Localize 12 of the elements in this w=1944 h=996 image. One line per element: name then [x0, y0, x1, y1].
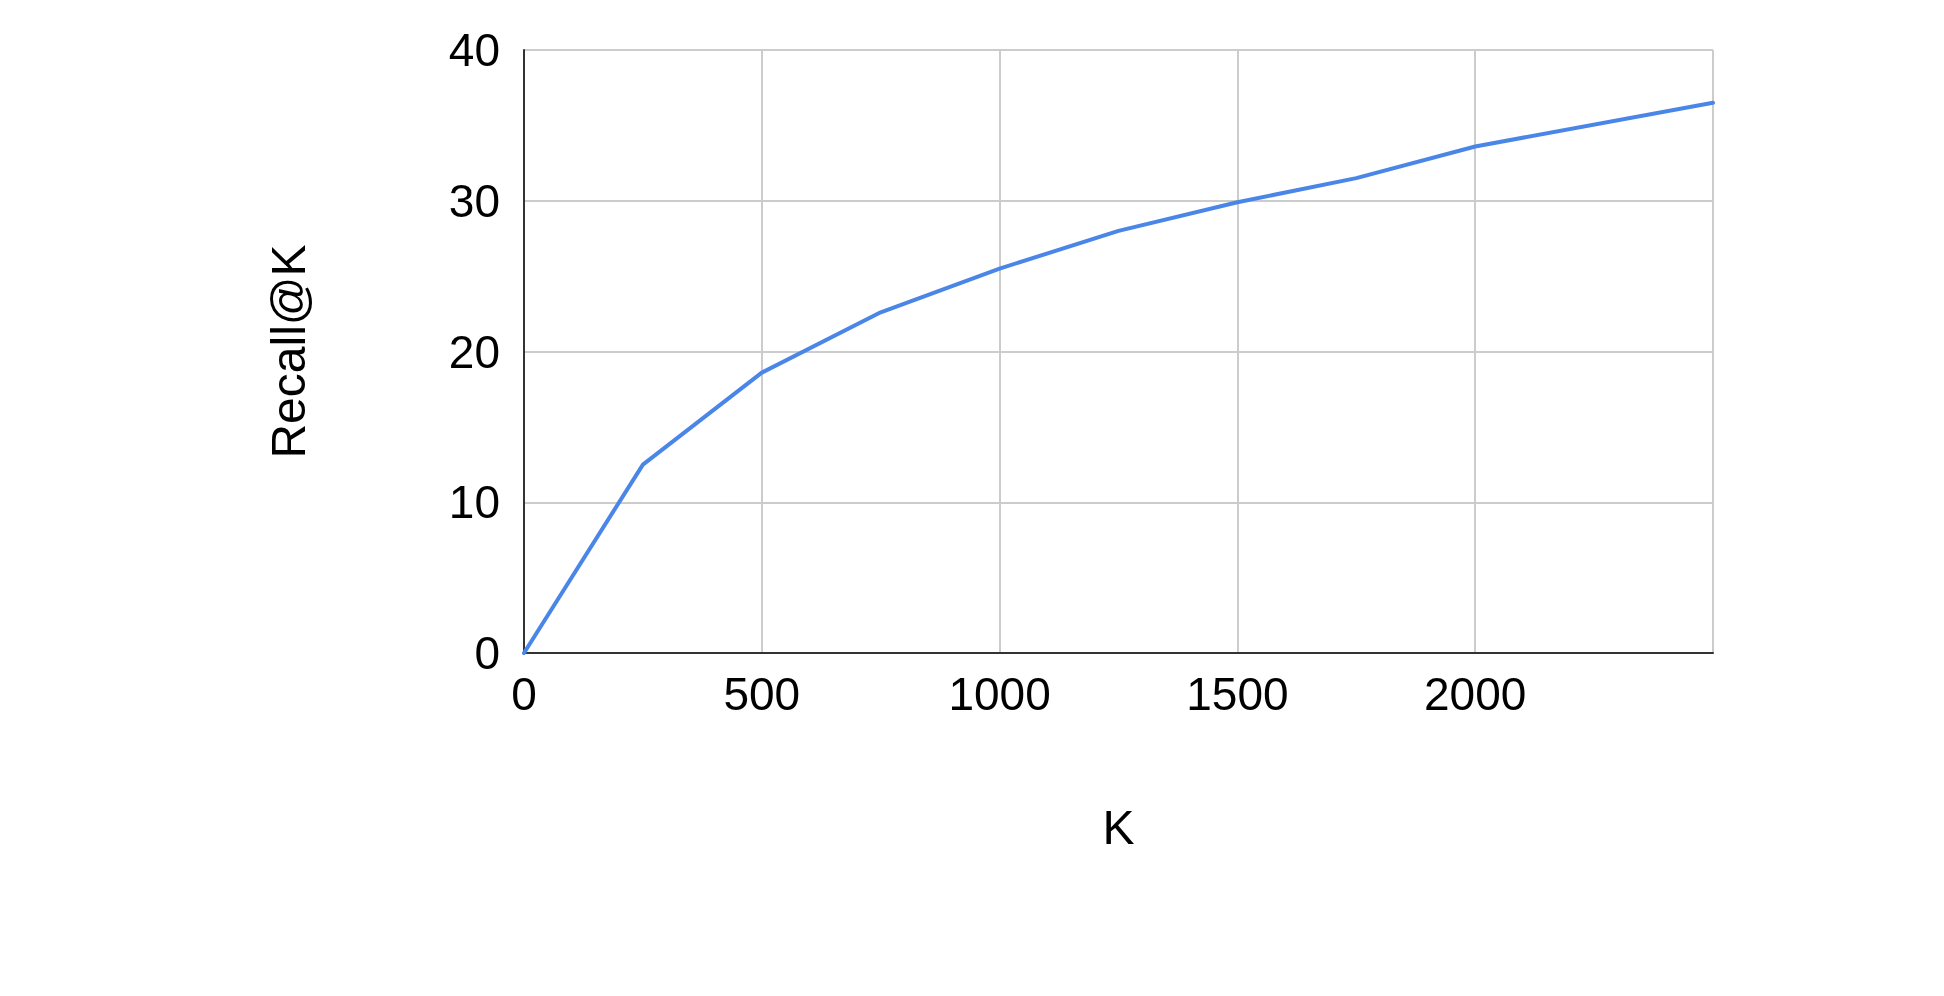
- x-axis-title: K: [1102, 800, 1135, 854]
- y-axis-title: Recall@K: [261, 244, 315, 459]
- y-tick-label: 10: [448, 476, 500, 529]
- y-tick-label: 0: [474, 627, 500, 679]
- y-tick-label: 30: [448, 174, 500, 227]
- x-tick-label: 0: [511, 668, 537, 720]
- y-tick-label: 20: [448, 325, 500, 378]
- x-tick-label: 2000: [1424, 668, 1527, 720]
- x-tick-label: 1500: [1186, 668, 1289, 720]
- y-tick-label: 40: [448, 24, 500, 76]
- x-tick-label: 500: [723, 668, 801, 720]
- x-tick-label: 1000: [948, 668, 1051, 720]
